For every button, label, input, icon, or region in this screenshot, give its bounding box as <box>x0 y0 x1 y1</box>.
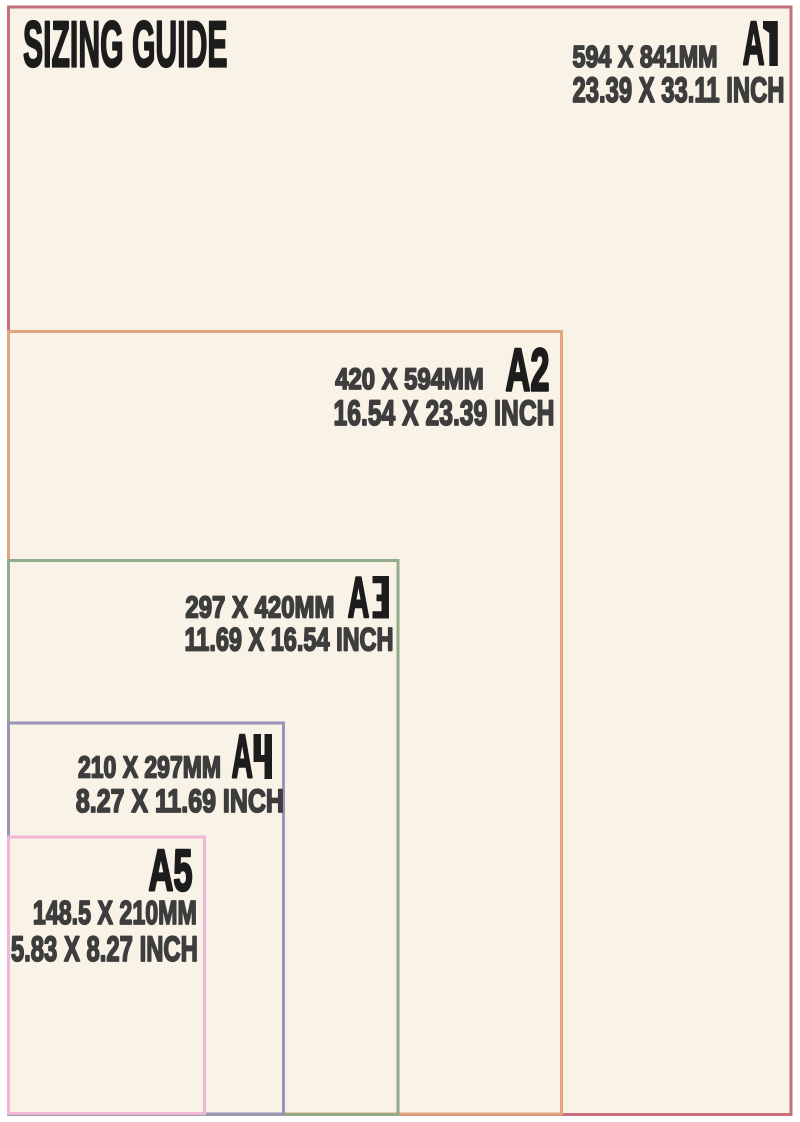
svg-text:16.54 X 23.39 INCH: 16.54 X 23.39 INCH <box>334 394 555 433</box>
svg-text:5.83 X 8.27 INCH: 5.83 X 8.27 INCH <box>11 930 198 969</box>
svg-text:A: A <box>348 566 370 630</box>
svg-text:594 X 841MM: 594 X 841MM <box>573 39 718 74</box>
svg-text:23.39 X 33.11 INCH: 23.39 X 33.11 INCH <box>573 71 785 110</box>
svg-text:A: A <box>232 723 253 792</box>
svg-text:8.27 X 11.69 INCH: 8.27 X 11.69 INCH <box>76 783 284 819</box>
svg-text:210 X 297MM: 210 X 297MM <box>78 752 221 785</box>
svg-text:A: A <box>743 10 765 79</box>
svg-text:A2: A2 <box>506 337 550 404</box>
svg-text:11.69 X 16.54 INCH: 11.69 X 16.54 INCH <box>185 622 394 658</box>
svg-text:A5: A5 <box>149 839 193 904</box>
svg-text:148.5 X 210MM: 148.5 X 210MM <box>33 894 197 932</box>
svg-text:297 X 420MM: 297 X 420MM <box>185 592 334 625</box>
svg-text:420 X 594MM: 420 X 594MM <box>335 363 484 396</box>
svg-text:SIZING GUIDE: SIZING GUIDE <box>23 8 228 81</box>
